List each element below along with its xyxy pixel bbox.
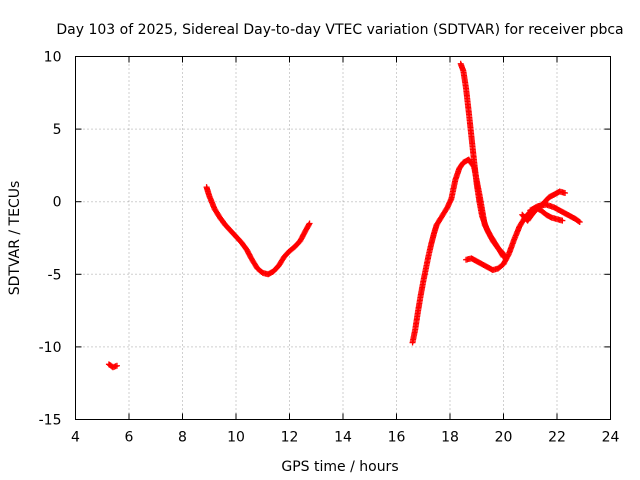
data-point <box>113 362 120 369</box>
y-tick-label: 0 <box>53 195 62 211</box>
x-tick-label: 20 <box>495 430 513 446</box>
y-tick-label: 10 <box>44 50 62 66</box>
data-series <box>105 60 583 371</box>
chart-title: Day 103 of 2025, Sidereal Day-to-day VTE… <box>56 22 623 38</box>
data-point <box>576 219 583 226</box>
axis-ticks <box>75 56 611 420</box>
y-tick-label: -5 <box>48 267 62 283</box>
series-late-low <box>463 204 566 273</box>
x-axis-label: GPS time / hours <box>281 459 398 475</box>
data-point <box>562 189 569 196</box>
y-tick-label: -10 <box>39 340 62 356</box>
data-point <box>305 221 312 228</box>
y-tick-label: 5 <box>53 122 62 138</box>
data-point <box>306 220 313 227</box>
y-tick-labels: -15 -10 -5 0 5 10 <box>39 50 62 429</box>
series-evening-rise <box>409 156 507 346</box>
series-late-tail <box>527 201 583 226</box>
series-sharp-drop <box>457 60 510 262</box>
x-tick-label: 22 <box>548 430 566 446</box>
x-tick-label: 18 <box>441 430 459 446</box>
x-tick-label: 16 <box>388 430 406 446</box>
x-tick-labels: 4 6 8 10 12 14 16 18 20 22 24 <box>71 430 619 446</box>
x-tick-label: 12 <box>281 430 299 446</box>
x-tick-label: 24 <box>602 430 620 446</box>
x-tick-label: 8 <box>178 430 187 446</box>
grid-lines <box>75 56 611 420</box>
x-tick-label: 10 <box>227 430 245 446</box>
x-tick-label: 14 <box>334 430 352 446</box>
data-point <box>575 218 582 225</box>
x-tick-label: 4 <box>71 430 80 446</box>
y-tick-label: -15 <box>39 413 62 429</box>
series-morning-arc <box>203 184 313 278</box>
data-point <box>559 217 566 224</box>
y-axis-label: SDTVAR / TECUs <box>7 181 23 296</box>
x-tick-label: 6 <box>125 430 134 446</box>
series-early <box>105 361 120 371</box>
